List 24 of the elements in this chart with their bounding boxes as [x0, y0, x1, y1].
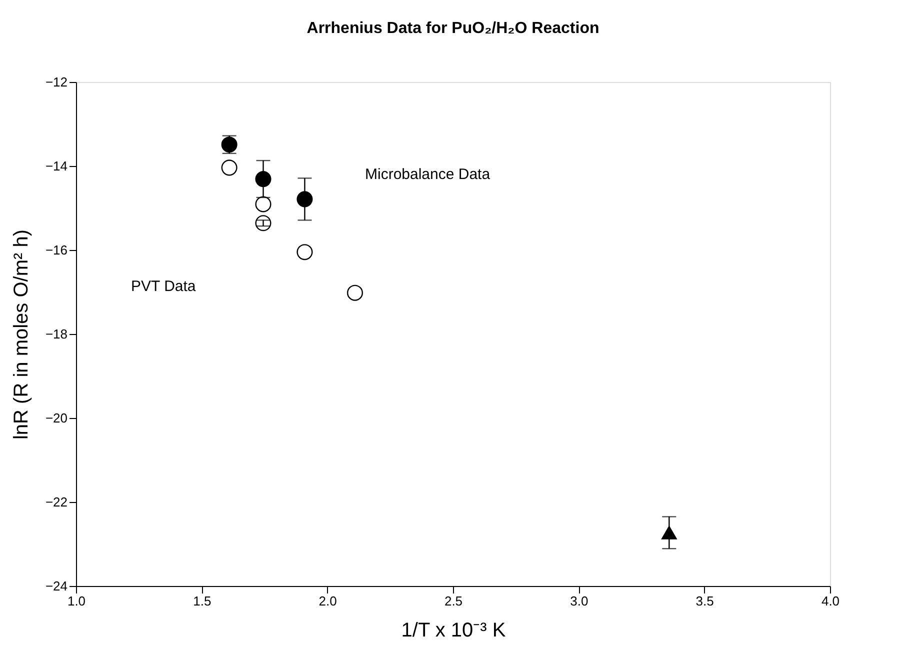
x-tick-label: 2.0	[318, 594, 337, 608]
x-tick-label: 3.0	[570, 594, 588, 608]
annotation: PVT Data	[131, 278, 196, 295]
point	[255, 196, 272, 212]
annotation: Microbalance Data	[365, 166, 491, 183]
chart-title: Arrhenius Data for PuO₂/H₂O Reaction	[306, 20, 600, 37]
point	[296, 244, 313, 260]
point	[661, 526, 677, 540]
y-tick-label: −18	[45, 326, 68, 342]
point	[221, 160, 238, 176]
x-tick-label: 1.0	[67, 594, 86, 608]
x-axis-title: 1/T x 10⁻³ K	[401, 620, 506, 642]
y-tick-label: −20	[45, 410, 68, 426]
y-tick-label: −22	[45, 494, 68, 510]
x-tick-label: 2.5	[444, 594, 463, 608]
point	[346, 284, 363, 301]
y-tick-label: −24	[45, 578, 68, 594]
y-tick-label: −12	[45, 74, 68, 90]
x-tick-label: 1.5	[193, 594, 212, 608]
x-tick-label: 4.0	[821, 594, 840, 608]
y-tick-label: −16	[45, 242, 68, 258]
y-tick-label: −14	[45, 158, 68, 174]
x-tick-label: 3.5	[696, 594, 714, 608]
y-axis-title: lnR (R in moles O/m² h)	[10, 229, 32, 440]
